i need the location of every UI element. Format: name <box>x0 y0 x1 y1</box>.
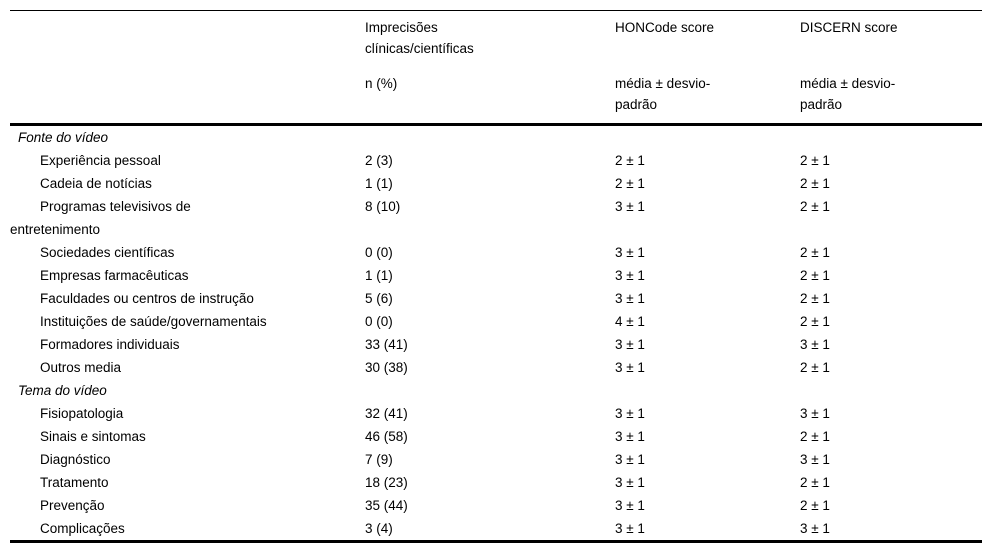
header-col-imprecisoes: Imprecisões clínicas/científicas n (%) <box>365 10 615 126</box>
cell-honcode-score: 3 ± 1 <box>615 337 645 352</box>
row-label: Faculdades ou centros de instrução <box>40 291 254 306</box>
cell-discern-score: 3 ± 1 <box>800 452 830 467</box>
cell-discern-score: 2 ± 1 <box>800 199 830 214</box>
column-title: HONCode score <box>615 20 715 35</box>
table-row: Experiência pessoal 2 (3) 2 ± 1 2 ± 1 <box>10 149 982 172</box>
row-label: Programas televisivos de entretenimento <box>10 199 191 237</box>
cell-n-pct: 1 (1) <box>365 268 393 283</box>
table-row: Cadeia de notícias 1 (1) 2 ± 1 2 ± 1 <box>10 172 982 195</box>
header-row: Imprecisões clínicas/científicas n (%) H… <box>10 10 982 126</box>
row-label: Outros media <box>40 360 122 375</box>
cell-discern-score: 2 ± 1 <box>800 176 830 191</box>
cell-n-pct: 2 (3) <box>365 153 393 168</box>
table-row: Sociedades científicas 0 (0) 3 ± 1 2 ± 1 <box>10 241 982 264</box>
table-row: Complicações 3 (4) 3 ± 1 3 ± 1 <box>10 517 982 542</box>
row-label: Formadores individuais <box>40 337 180 352</box>
cell-honcode-score: 3 ± 1 <box>615 452 645 467</box>
cell-honcode-score: 3 ± 1 <box>615 291 645 306</box>
section-row: Fonte do vídeo <box>10 125 982 150</box>
section-label: Fonte do vídeo <box>18 130 109 145</box>
cell-honcode-score: 3 ± 1 <box>615 429 645 444</box>
table-row: Programas televisivos de entretenimento 8… <box>10 195 982 241</box>
cell-n-pct: 8 (10) <box>365 199 401 214</box>
cell-honcode-score: 3 ± 1 <box>615 360 645 375</box>
cell-n-pct: 0 (0) <box>365 245 393 260</box>
row-label: Tratamento <box>40 475 109 490</box>
column-subtitle: média ± desvio- padrão <box>800 76 896 112</box>
cell-discern-score: 3 ± 1 <box>800 406 830 421</box>
header-col-discern: DISCERN score média ± desvio- padrão <box>800 10 982 126</box>
cell-honcode-score: 3 ± 1 <box>615 268 645 283</box>
cell-n-pct: 46 (58) <box>365 429 408 444</box>
table-row: Instituições de saúde/governamentais 0 (0… <box>10 310 982 333</box>
cell-honcode-score: 3 ± 1 <box>615 498 645 513</box>
table-row: Outros media 30 (38) 3 ± 1 2 ± 1 <box>10 356 982 379</box>
cell-honcode-score: 3 ± 1 <box>615 521 645 536</box>
section-label: Tema do vídeo <box>18 383 107 398</box>
column-title: DISCERN score <box>800 20 898 35</box>
cell-honcode-score: 2 ± 1 <box>615 176 645 191</box>
row-label: Prevenção <box>40 498 105 513</box>
table-body: Fonte do vídeo Experiência pessoal 2 (3) 2 … <box>10 125 982 542</box>
cell-discern-score: 2 ± 1 <box>800 291 830 306</box>
cell-honcode-score: 3 ± 1 <box>615 199 645 214</box>
table-row: Formadores individuais 33 (41) 3 ± 1 3 ± 1 <box>10 333 982 356</box>
cell-n-pct: 33 (41) <box>365 337 408 352</box>
cell-discern-score: 2 ± 1 <box>800 268 830 283</box>
cell-discern-score: 2 ± 1 <box>800 245 830 260</box>
cell-discern-score: 3 ± 1 <box>800 521 830 536</box>
results-table: Imprecisões clínicas/científicas n (%) H… <box>10 10 982 543</box>
row-label: Empresas farmacêuticas <box>40 268 189 283</box>
cell-discern-score: 2 ± 1 <box>800 360 830 375</box>
table-row: Prevenção 35 (44) 3 ± 1 2 ± 1 <box>10 494 982 517</box>
row-label: Experiência pessoal <box>40 153 161 168</box>
cell-n-pct: 35 (44) <box>365 498 408 513</box>
cell-n-pct: 5 (6) <box>365 291 393 306</box>
table-row: Fisiopatologia 32 (41) 3 ± 1 3 ± 1 <box>10 402 982 425</box>
cell-n-pct: 7 (9) <box>365 452 393 467</box>
cell-honcode-score: 2 ± 1 <box>615 153 645 168</box>
table-row: Tratamento 18 (23) 3 ± 1 2 ± 1 <box>10 471 982 494</box>
row-label: Instituições de saúde/governamentais <box>40 314 267 329</box>
header-col-honcode: HONCode score média ± desvio- padrão <box>615 10 800 126</box>
cell-discern-score: 2 ± 1 <box>800 153 830 168</box>
table-row: Empresas farmacêuticas 1 (1) 3 ± 1 2 ± 1 <box>10 264 982 287</box>
cell-n-pct: 3 (4) <box>365 521 393 536</box>
section-row: Tema do vídeo <box>10 379 982 402</box>
cell-discern-score: 2 ± 1 <box>800 498 830 513</box>
cell-n-pct: 1 (1) <box>365 176 393 191</box>
row-label: Diagnóstico <box>40 452 111 467</box>
table-row: Diagnóstico 7 (9) 3 ± 1 3 ± 1 <box>10 448 982 471</box>
row-label: Sociedades científicas <box>40 245 175 260</box>
row-label: Complicações <box>40 521 125 536</box>
table-header: Imprecisões clínicas/científicas n (%) H… <box>10 10 982 126</box>
cell-honcode-score: 3 ± 1 <box>615 406 645 421</box>
row-label: Cadeia de notícias <box>40 176 152 191</box>
cell-discern-score: 2 ± 1 <box>800 314 830 329</box>
column-subtitle: n (%) <box>365 76 398 91</box>
cell-discern-score: 2 ± 1 <box>800 429 830 444</box>
cell-discern-score: 2 ± 1 <box>800 475 830 490</box>
header-empty-cell <box>10 10 365 126</box>
column-subtitle: média ± desvio- padrão <box>615 76 711 112</box>
cell-discern-score: 3 ± 1 <box>800 337 830 352</box>
row-label: Sinais e sintomas <box>40 429 146 444</box>
table-row: Faculdades ou centros de instrução 5 (6) 3… <box>10 287 982 310</box>
cell-n-pct: 18 (23) <box>365 475 408 490</box>
row-label: Fisiopatologia <box>40 406 124 421</box>
cell-honcode-score: 3 ± 1 <box>615 475 645 490</box>
cell-n-pct: 32 (41) <box>365 406 408 421</box>
cell-n-pct: 30 (38) <box>365 360 408 375</box>
column-title: Imprecisões clínicas/científicas <box>365 20 474 56</box>
cell-honcode-score: 3 ± 1 <box>615 245 645 260</box>
cell-honcode-score: 4 ± 1 <box>615 314 645 329</box>
cell-n-pct: 0 (0) <box>365 314 393 329</box>
table-row: Sinais e sintomas 46 (58) 3 ± 1 2 ± 1 <box>10 425 982 448</box>
